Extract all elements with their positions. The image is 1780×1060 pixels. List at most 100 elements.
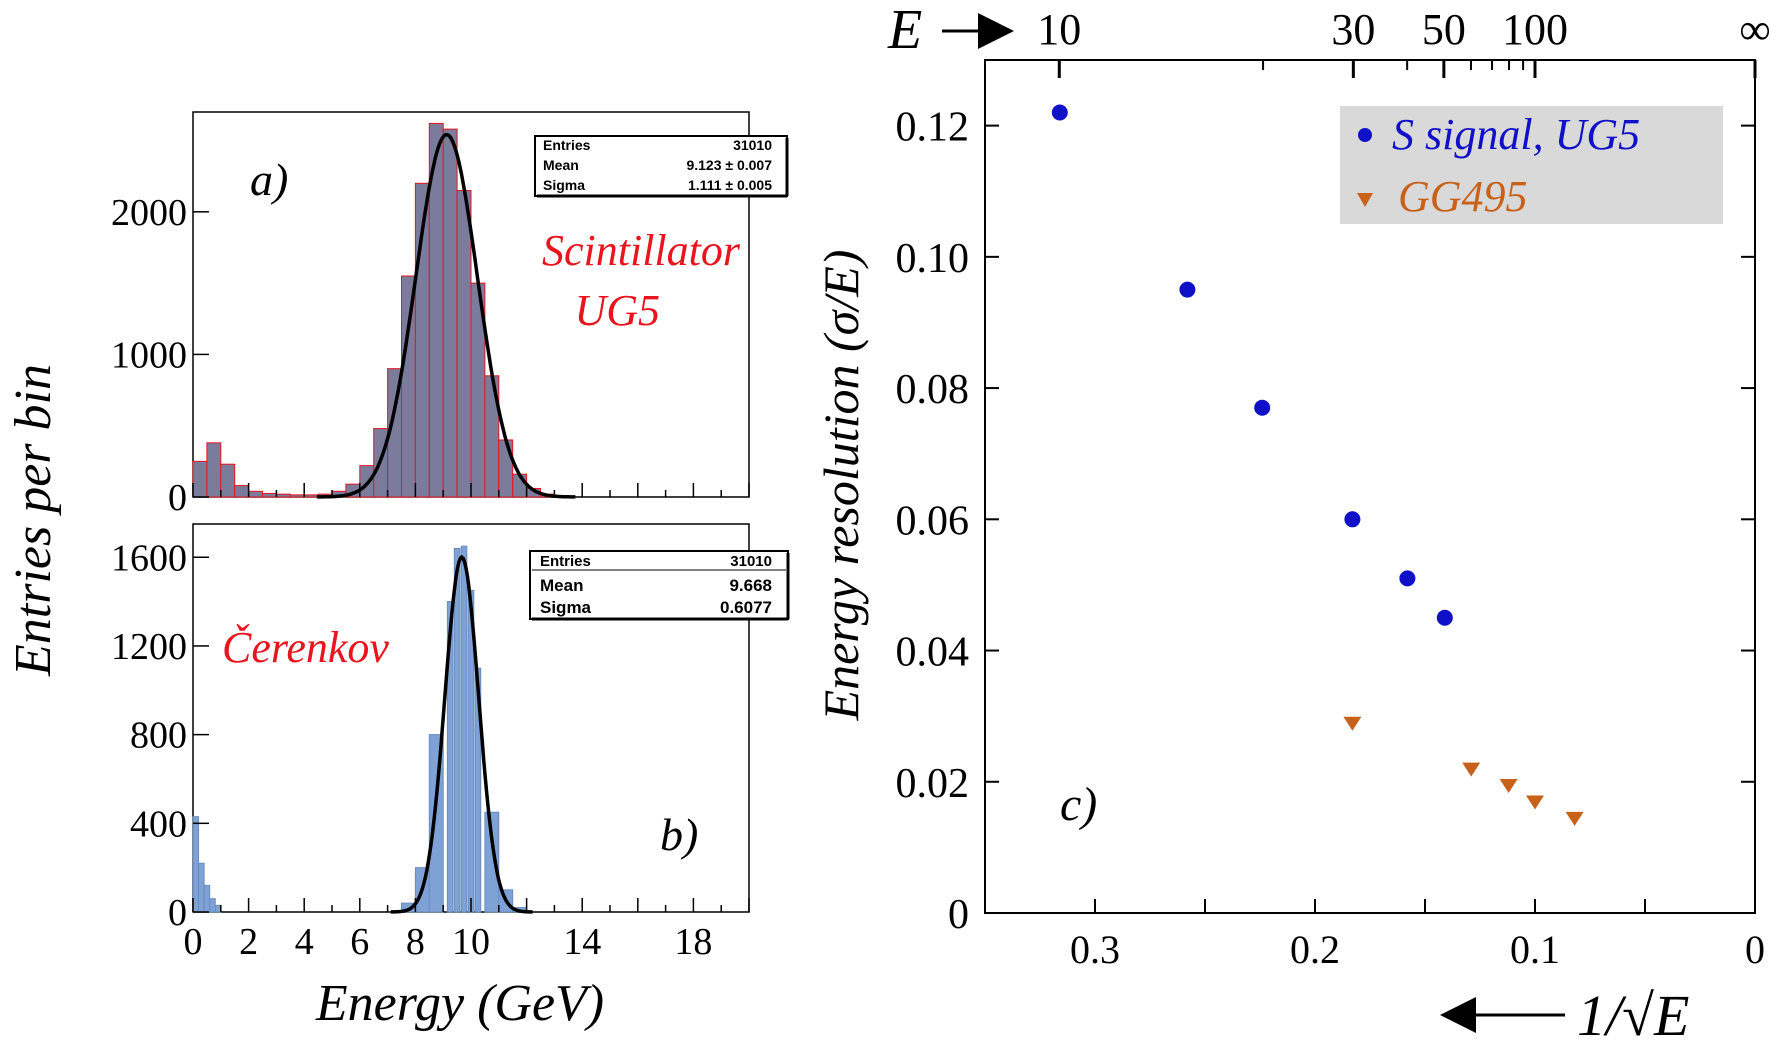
panel-a-stats-sigma-label: Sigma (543, 177, 585, 193)
panel-c-top-tick-label: 10 (1037, 5, 1081, 54)
panel-a-y-tick-label: 0 (168, 477, 187, 519)
panel-a-bar (275, 493, 291, 498)
panel-b-stats-entries-label: Entries (540, 553, 591, 570)
panel-c-top-ticks: 10 30 50 100 ∞ (1037, 5, 1771, 78)
panel-b-x-tick-label: 0 (184, 921, 203, 963)
panel-c-x-tick-label: 0 (1745, 927, 1765, 972)
point-gg495 (1343, 716, 1362, 731)
panel-a-stats-mean-value: 9.123 ± 0.007 (686, 157, 772, 173)
panel-b-stats-sigma-value: 0.6077 (720, 598, 772, 617)
point-s-signal (1179, 281, 1196, 298)
panel-a-bar (192, 460, 208, 498)
panel-b-x-tick-label: 4 (295, 921, 314, 963)
panel-a-bar (206, 442, 222, 498)
panel-a-y-ticks: 0 1000 2000 (111, 192, 209, 519)
panel-a: 0 1000 2000 a) Scintillator UG5 Entries 31… (111, 111, 789, 519)
panel-b-bar (214, 904, 222, 913)
panel-a-bar (442, 128, 458, 498)
panel-c-top-tick-label: ∞ (1739, 5, 1770, 54)
shared-y-label: Entries per bin (5, 364, 62, 677)
panel-c-x-tick-label: 0.1 (1510, 927, 1560, 972)
panel-b-bar (203, 884, 211, 913)
panel-a-y-tick-label: 2000 (111, 192, 187, 234)
shared-x-label: Energy (GeV) (315, 975, 604, 1032)
panel-a-annotation-line2: UG5 (574, 286, 660, 335)
panel-a-bar (289, 494, 305, 498)
panel-b-y-tick-label: 1200 (111, 626, 187, 668)
point-gg495 (1526, 795, 1544, 810)
legend-marker-s-signal (1358, 128, 1372, 142)
panel-b-x-tick-label: 18 (674, 921, 712, 963)
panel-c-x-tick-label: 0.2 (1290, 927, 1340, 972)
panel-b-x-tick-label: 14 (563, 921, 601, 963)
panel-b-bar (446, 601, 454, 913)
panel-c-label: c) (1060, 778, 1097, 831)
panel-a-stats-mean-label: Mean (543, 157, 579, 173)
panel-b-y-tick-label: 800 (130, 715, 187, 757)
panel-c-y-tick-label: 0.10 (896, 236, 970, 282)
panel-b-y-tick-label: 400 (130, 803, 187, 845)
panel-a-bar (262, 492, 277, 498)
panel-a-bar (248, 490, 264, 498)
panel-a-stats-box: Entries 31010 Mean 9.123 ± 0.007 Sigma 1… (534, 135, 789, 198)
point-s-signal (1344, 511, 1361, 528)
panel-b-x-tick-label: 10 (452, 921, 490, 963)
panel-c-points (1051, 104, 1584, 826)
legend-label-s-signal: S signal, UG5 (1392, 110, 1640, 159)
panel-a-stats-entries-label: Entries (543, 137, 591, 153)
panel-a-bar (220, 463, 236, 498)
point-s-signal (1399, 570, 1416, 587)
panel-c-frame (984, 59, 1756, 914)
panel-c-top-axis-label: E (887, 0, 922, 61)
panel-a-annotation-line1: Scintillator (542, 226, 741, 275)
panel-b-y-tick-label: 1600 (111, 537, 187, 579)
legend-marker-gg495 (1357, 193, 1373, 207)
panel-b-bar (453, 547, 461, 913)
point-gg495 (1499, 779, 1518, 794)
panel-a-bar (303, 494, 319, 498)
panel-c-y-ticks: 0 0.02 0.04 0.06 0.08 0.10 0.12 (896, 105, 1755, 938)
panel-c-y-tick-label: 0.02 (896, 761, 970, 807)
panel-c-y-label: Energy resolution (σ/E) (813, 250, 869, 722)
panel-a-y-tick-label: 1000 (111, 334, 187, 376)
panel-c: Energy resolution (σ/E) 0 0.02 0.04 0.06 0.0… (813, 0, 1771, 1048)
panel-b-y-tick-label: 0 (168, 892, 187, 934)
point-gg495 (1565, 811, 1584, 826)
panel-a-bar (234, 485, 250, 498)
panel-b-annotation: Čerenkov (222, 623, 389, 672)
panel-c-top-tick-label: 30 (1331, 5, 1375, 54)
panel-c-bottom-label: 1/√E (1577, 983, 1689, 1048)
panel-a-bar (456, 189, 472, 498)
panel-b-bar (484, 811, 500, 913)
panel-b-x-tick-label: 2 (239, 921, 258, 963)
panel-b-bar (460, 545, 468, 913)
panel-a-bar (498, 439, 514, 498)
panel-b-bar (209, 898, 216, 913)
panel-c-top-tick-label: 100 (1502, 5, 1568, 54)
panel-b-histogram (192, 545, 528, 913)
panel-a-stats-entries-value: 31010 (733, 137, 772, 153)
panel-c-x-tick-label: 0.3 (1070, 927, 1120, 972)
panel-b-stats-mean-value: 9.668 (729, 576, 772, 595)
panel-c-y-tick-label: 0.04 (896, 630, 970, 676)
panel-b-stats-entries-value: 31010 (730, 553, 772, 570)
panel-c-x-ticks: 0.3 0.2 0.1 0 (984, 899, 1765, 972)
panel-c-legend: S signal, UG5 GG495 (1340, 106, 1723, 224)
panel-b-stats-sigma-label: Sigma (540, 598, 592, 617)
panel-b-stats-box: Entries 31010 Mean 9.668 Sigma 0.6077 (529, 550, 790, 621)
panel-b-x-ticks: 0 2 4 6 8 10 14 18 (184, 898, 750, 963)
legend-label-gg495: GG495 (1398, 172, 1528, 221)
panel-a-x-ticks (192, 483, 750, 497)
panel-a-bar (401, 275, 416, 498)
panel-b-bar (198, 862, 205, 913)
panel-a-stats-sigma-value: 1.111 ± 0.005 (688, 177, 772, 193)
panel-c-y-tick-label: 0.06 (896, 498, 970, 544)
panel-c-y-tick-label: 0.12 (896, 105, 970, 151)
panel-c-y-tick-label: 0.08 (896, 367, 970, 413)
panel-b-label: b) (660, 809, 698, 860)
panel-b-x-tick-label: 6 (350, 921, 369, 963)
point-gg495 (1462, 762, 1481, 777)
panel-b-gaussian-fit (390, 554, 533, 914)
